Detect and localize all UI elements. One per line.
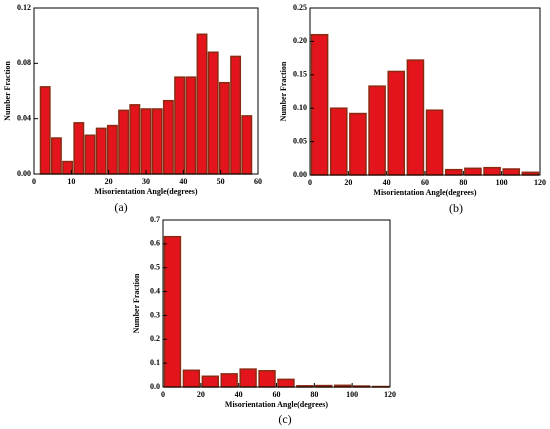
bar	[84, 134, 96, 175]
bar	[349, 112, 367, 176]
bar	[50, 137, 62, 175]
y-tick-label: 0.00	[17, 169, 31, 178]
x-tick-label: 120	[534, 178, 546, 187]
x-tick-label: 60	[273, 390, 281, 399]
bar	[73, 122, 85, 175]
bar	[502, 168, 521, 176]
bar	[95, 127, 107, 175]
x-tick-label: 0	[161, 390, 165, 399]
y-tick-label: 0.1	[150, 358, 160, 367]
x-axis-label: Misorientation Angle(degrees)	[373, 188, 477, 197]
bar	[207, 51, 219, 175]
y-tick-label: 0.15	[293, 70, 307, 79]
x-tick-label: 10	[67, 177, 75, 186]
bar	[39, 86, 51, 175]
bar	[277, 378, 295, 388]
y-axis-label: Number Fraction	[279, 61, 288, 121]
y-tick-label: 0.08	[17, 58, 31, 67]
bar	[310, 33, 329, 176]
bar	[151, 108, 163, 175]
y-tick-label: 0.0	[150, 382, 160, 391]
bar	[162, 99, 174, 175]
y-tick-label: 0.25	[293, 3, 307, 12]
bar	[483, 166, 501, 176]
x-tick-label: 40	[383, 178, 391, 187]
x-tick-label: 20	[197, 390, 205, 399]
bar	[106, 124, 118, 175]
bar	[425, 109, 444, 176]
y-tick-label: 0.05	[293, 136, 307, 145]
panel-label: (a)	[114, 200, 127, 214]
bar	[201, 375, 219, 388]
bar	[163, 235, 182, 388]
panel-label: (c)	[278, 412, 291, 426]
x-axis-label: Misorientation Angle(degrees)	[94, 187, 198, 196]
y-tick-label: 0.12	[17, 3, 31, 12]
bar	[129, 104, 141, 175]
bar	[230, 55, 242, 175]
bar	[406, 59, 425, 176]
x-tick-label: 60	[254, 177, 262, 186]
bar	[368, 85, 386, 176]
y-tick-label: 0.5	[150, 263, 160, 272]
y-axis-label: Number Fraction	[3, 61, 12, 121]
x-tick-label: 20	[344, 178, 352, 187]
bar	[444, 168, 463, 176]
x-tick-label: 30	[142, 177, 150, 186]
y-tick-label: 0.20	[293, 36, 307, 45]
x-tick-label: 100	[346, 390, 358, 399]
bar	[174, 76, 186, 175]
bar	[239, 368, 257, 388]
x-tick-label: 0	[32, 177, 36, 186]
bar	[196, 33, 208, 175]
y-tick-label: 0.3	[150, 310, 160, 319]
bar	[329, 107, 348, 176]
bar	[218, 81, 230, 175]
x-tick-label: 50	[217, 177, 225, 186]
y-tick-label: 0.04	[17, 113, 31, 122]
x-tick-label: 40	[235, 390, 243, 399]
x-tick-label: 100	[496, 178, 508, 187]
bar	[220, 373, 238, 388]
bar	[185, 76, 197, 175]
bar	[387, 70, 406, 176]
axes-frame	[162, 219, 391, 388]
bar	[140, 108, 152, 175]
x-tick-label: 80	[459, 178, 467, 187]
bar	[258, 370, 276, 388]
bar	[182, 369, 201, 388]
y-tick-label: 0.7	[150, 215, 160, 224]
x-tick-label: 60	[421, 178, 429, 187]
bar	[118, 109, 130, 175]
x-tick-label: 120	[384, 390, 396, 399]
y-tick-label: 0.4	[150, 286, 160, 295]
panel-label: (b)	[449, 201, 463, 215]
y-axis-label: Number Fraction	[132, 273, 141, 333]
y-tick-label: 0.2	[150, 334, 160, 343]
x-tick-label: 0	[308, 178, 312, 187]
bar	[241, 115, 253, 175]
bar	[464, 167, 482, 176]
y-tick-label: 0.6	[150, 239, 160, 248]
x-tick-label: 40	[179, 177, 187, 186]
y-tick-label: 0.10	[293, 103, 307, 112]
x-tick-label: 20	[105, 177, 113, 186]
x-axis-label: Misorientation Angle(degrees)	[225, 400, 329, 409]
y-tick-label: 0.00	[293, 170, 307, 179]
x-tick-label: 80	[310, 390, 318, 399]
